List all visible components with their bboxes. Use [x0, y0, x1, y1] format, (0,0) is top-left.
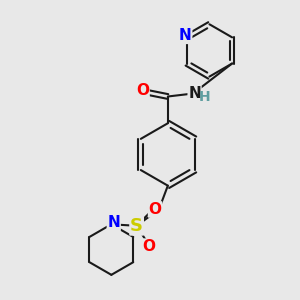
Text: S: S: [130, 217, 143, 235]
Text: O: O: [136, 83, 149, 98]
Text: N: N: [188, 86, 201, 101]
Text: N: N: [107, 215, 120, 230]
Text: O: O: [148, 202, 162, 217]
Text: H: H: [199, 89, 210, 103]
Text: N: N: [179, 28, 192, 44]
Text: O: O: [142, 239, 155, 254]
